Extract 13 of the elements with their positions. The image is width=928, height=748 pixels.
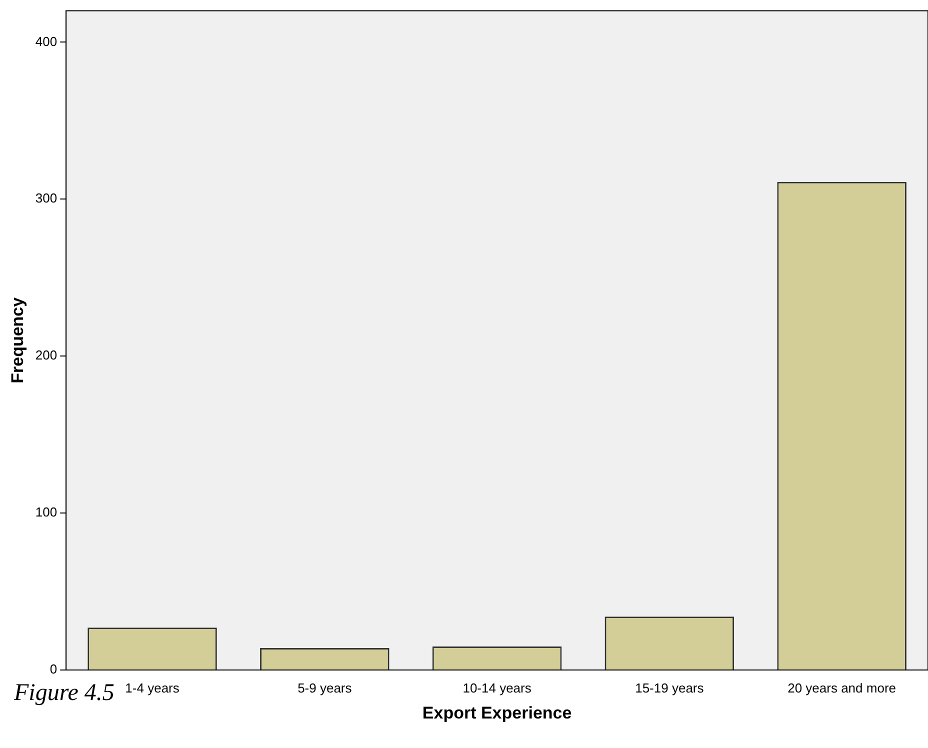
- y-tick-label: 0: [50, 662, 58, 677]
- x-tick-label: 5-9 years: [298, 680, 352, 696]
- x-tick-label: 15-19 years: [635, 680, 704, 696]
- x-tick-label: 1-4 years: [125, 680, 180, 696]
- x-axis-title: Export Experience: [422, 703, 572, 722]
- y-tick-label: 300: [35, 190, 58, 206]
- y-tick-label: 400: [35, 34, 58, 49]
- y-tick-label: 200: [35, 348, 58, 363]
- y-axis-title: Frequency: [8, 296, 27, 384]
- y-tick-label: 100: [35, 504, 58, 520]
- x-tick-label: 20 years and more: [788, 680, 896, 696]
- x-tick-label: 10-14 years: [462, 680, 532, 696]
- caption: Figure 4.5: [14, 680, 114, 707]
